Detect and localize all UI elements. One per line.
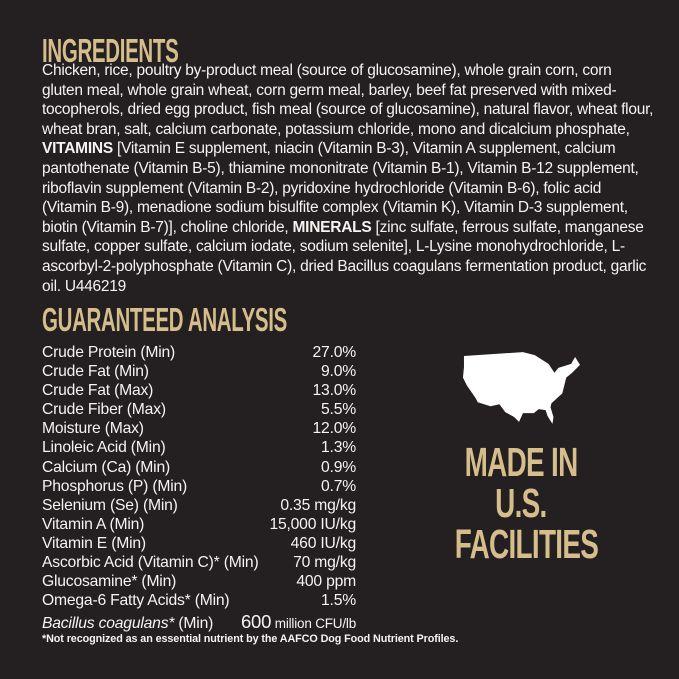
analysis-value: 12.0% <box>312 420 357 438</box>
ingredients-heading-text: INGREDIENTS <box>42 32 179 69</box>
analysis-value: 70 mg/kg <box>293 554 356 572</box>
aafco-footnote: *Not recognized as an essential nutrient… <box>42 633 459 645</box>
analysis-row: Vitamin A (Min) 15,000 IU/kg <box>42 516 356 535</box>
analysis-label: Vitamin E (Min) <box>42 534 146 552</box>
analysis-row: Linoleic Acid (Min) 1.3% <box>42 439 356 458</box>
analysis-value: 0.7% <box>321 477 356 495</box>
analysis-value: 27.0% <box>312 344 357 361</box>
analysis-row: Vitamin E (Min) 460 IU/kg <box>42 535 356 554</box>
analysis-value: 400 ppm <box>296 573 356 591</box>
guaranteed-analysis-heading: GUARANTEED ANALYSIS <box>42 301 437 339</box>
made-in-line: U.S. <box>495 480 547 526</box>
analysis-row: Calcium (Ca) (Min) 0.9% <box>42 459 356 478</box>
analysis-label: Phosphorus (P) (Min) <box>42 477 188 495</box>
analysis-value: 0.35 mg/kg <box>280 496 356 514</box>
analysis-row: Moisture (Max) 12.0% <box>42 420 356 439</box>
analysis-row: Crude Fiber (Max) 5.5% <box>42 401 356 420</box>
analysis-label: Crude Fiber (Max) <box>42 401 166 419</box>
analysis-value: 9.0% <box>321 363 356 381</box>
ingredients-segment: Chicken, rice, poultry by-product meal (… <box>42 62 654 138</box>
analysis-row: Crude Protein (Min) 27.0% <box>42 344 356 363</box>
analysis-value: 460 IU/kg <box>290 534 357 552</box>
analysis-value: 15,000 IU/kg <box>269 515 356 533</box>
analysis-row: Selenium (Se) (Min) 0.35 mg/kg <box>42 497 356 516</box>
analysis-row: Glucosamine* (Min) 400 ppm <box>42 573 356 592</box>
analysis-label: Crude Fat (Max) <box>42 382 154 400</box>
analysis-row: Crude Fat (Max) 13.0% <box>42 382 356 401</box>
analysis-label: Glucosamine* (Min) <box>42 573 177 591</box>
analysis-label: Vitamin A (Min) <box>42 515 145 533</box>
analysis-label: Crude Fat (Min) <box>42 363 149 381</box>
analysis-label: Omega-6 Fatty Acids* (Min) <box>42 592 230 610</box>
ingredients-segment: [zinc sulfate, ferrous sulfate, manganes… <box>42 218 647 295</box>
analysis-label-rest: (Min) <box>174 615 214 633</box>
analysis-label: Moisture (Max) <box>42 420 144 438</box>
guaranteed-analysis-table: Crude Protein (Min) 27.0% Crude Fat (Min)… <box>42 344 356 633</box>
analysis-label: Crude Protein (Min) <box>42 344 176 361</box>
ingredients-heading: INGREDIENTS <box>42 32 262 70</box>
analysis-label: Selenium (Se) (Min) <box>42 496 178 514</box>
ingredients-text: Chicken, rice, poultry by-product meal (… <box>42 61 654 296</box>
analysis-value: 5.5% <box>321 401 356 419</box>
analysis-row: Bacillus coagulans* (Min) 600 million CF… <box>42 611 356 633</box>
analysis-row: Ascorbic Acid (Vitamin C)* (Min) 70 mg/kg <box>42 554 356 573</box>
made-in-line: MADE IN <box>464 439 579 485</box>
analysis-value-unit: million CFU/lb <box>271 616 356 632</box>
vitamins-label: VITAMINS <box>42 140 113 158</box>
analysis-label: Calcium (Ca) (Min) <box>42 458 171 476</box>
analysis-value: 1.3% <box>321 439 356 457</box>
analysis-row: Phosphorus (P) (Min) 0.7% <box>42 478 356 497</box>
made-in-us-facilities: MADE IN U.S. FACILITIES <box>421 442 621 565</box>
analysis-label: Linoleic Acid (Min) <box>42 439 166 457</box>
ingredients-segment: [Vitamin E supplement, niacin (Vitamin B… <box>42 140 639 236</box>
analysis-row: Omega-6 Fatty Acids* (Min) 1.5% <box>42 592 356 611</box>
analysis-value: 1.5% <box>321 592 356 610</box>
made-in-line: FACILITIES <box>454 521 599 567</box>
analysis-label-italic: Bacillus coagulans* <box>42 615 175 633</box>
usa-map-icon <box>462 352 580 424</box>
analysis-value: 0.9% <box>321 458 356 476</box>
analysis-label: Ascorbic Acid (Vitamin C)* (Min) <box>42 554 259 572</box>
analysis-value: 600 million CFU/lb <box>241 611 356 633</box>
analysis-label: Bacillus coagulans* (Min) <box>42 615 213 633</box>
guaranteed-analysis-heading-text: GUARANTEED ANALYSIS <box>42 301 287 338</box>
analysis-value: 13.0% <box>312 382 357 400</box>
analysis-value-number: 600 <box>240 611 272 633</box>
analysis-row: Crude Fat (Min) 9.0% <box>42 363 356 382</box>
minerals-label: MINERALS <box>292 218 372 236</box>
